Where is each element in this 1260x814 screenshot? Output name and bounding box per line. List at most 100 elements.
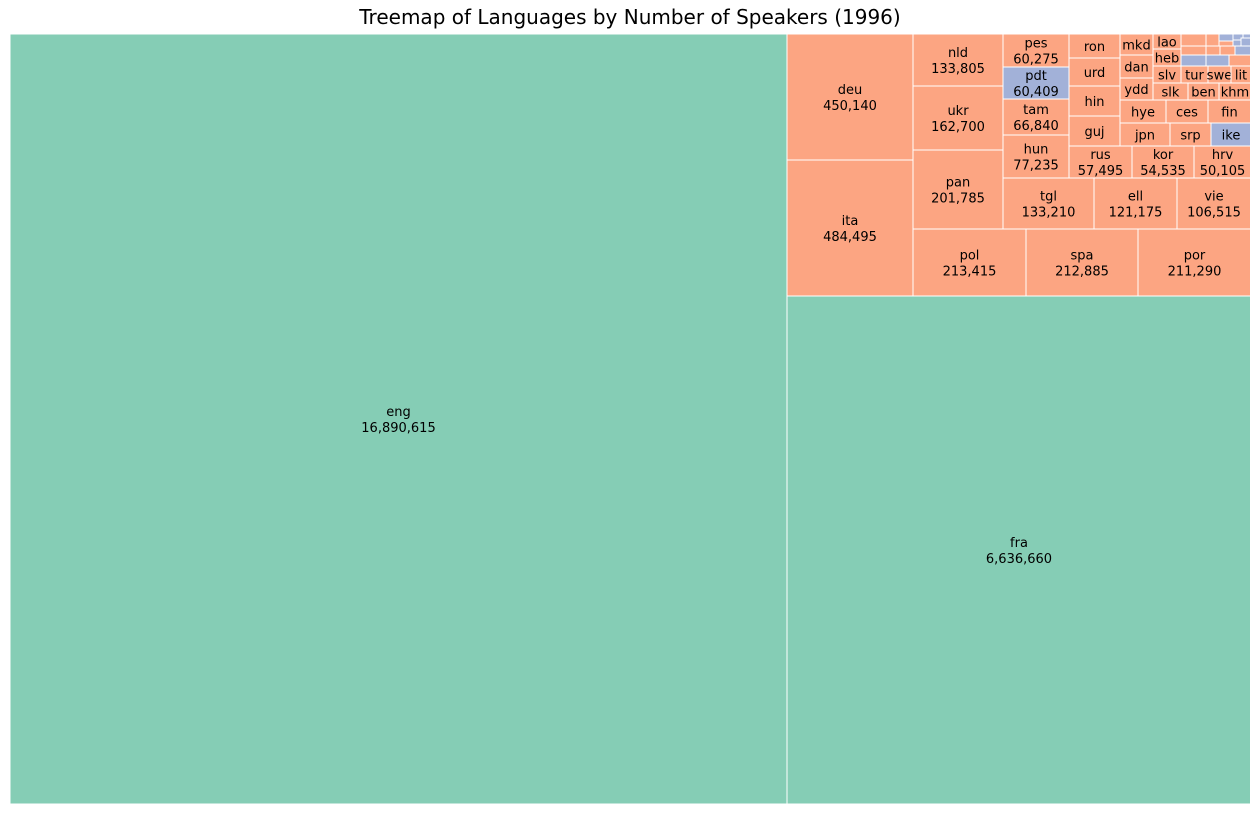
tile-label: tam (1023, 103, 1049, 118)
treemap-tile-unlabeled (1218, 34, 1234, 42)
treemap-tile-khm: khm (1218, 82, 1250, 101)
treemap-tile-ron: ron (1068, 34, 1121, 59)
tile-label: tgl (1040, 190, 1057, 205)
treemap-tile-jpn: jpn (1119, 122, 1171, 147)
treemap-tile-unlabeled (1205, 54, 1230, 67)
tile-label: tur (1185, 69, 1204, 84)
tile-value: 6,636,660 (986, 552, 1052, 567)
treemap-rect (912, 85, 1004, 151)
treemap-tile-unlabeled (1180, 45, 1207, 56)
treemap-rect (786, 34, 914, 161)
treemap-tile-hin: hin (1068, 85, 1121, 117)
treemap-rect (1137, 228, 1250, 297)
tile-label: ike (1222, 129, 1241, 144)
treemap-chart: eng16,890,615fra6,636,660deu450,140ita48… (10, 34, 1250, 804)
treemap-rect (10, 34, 788, 804)
tile-value: 213,415 (943, 265, 997, 280)
tile-label: khm (1221, 86, 1249, 101)
treemap-rect (1093, 177, 1178, 230)
treemap-tile-ydd: ydd (1119, 77, 1154, 101)
treemap-tile-heb: heb (1152, 48, 1182, 67)
chart-title: Treemap of Languages by Number of Speake… (359, 5, 901, 29)
tile-label: pdt (1025, 69, 1047, 84)
treemap-tile-unlabeled (1232, 39, 1242, 47)
tile-label: dan (1124, 61, 1148, 76)
treemap-tile-mkd: mkd (1119, 34, 1154, 56)
tile-label: srp (1180, 129, 1200, 144)
treemap-rect (1068, 34, 1121, 59)
treemap-rect (912, 149, 1004, 230)
tile-value: 50,105 (1200, 164, 1246, 179)
treemap-rect (1002, 34, 1070, 68)
tile-value: 121,175 (1109, 206, 1163, 221)
tile-label: ben (1191, 86, 1216, 101)
treemap-rect (912, 228, 1027, 297)
treemap-tile-unlabeled (1234, 45, 1250, 56)
tile-value: 106,515 (1187, 206, 1241, 221)
treemap-tile-unlabeled (1242, 34, 1250, 39)
treemap-tile-unlabeled (1219, 45, 1236, 56)
treemap-rect (1068, 57, 1121, 87)
treemap-rect (1002, 134, 1070, 179)
tile-label: fra (1010, 536, 1028, 551)
tile-value: 162,700 (931, 120, 985, 135)
tile-label: hin (1084, 95, 1104, 110)
tile-label: kor (1153, 148, 1174, 163)
tile-value: 77,235 (1013, 159, 1059, 174)
treemap-tile-ces: ces (1165, 99, 1209, 124)
treemap-tile-slv: slv (1152, 65, 1182, 84)
tile-value: 60,409 (1013, 85, 1059, 100)
tile-label: ron (1084, 40, 1105, 55)
treemap-tile-srp: srp (1169, 122, 1212, 147)
treemap-rect (1002, 98, 1070, 136)
tile-label: ces (1176, 106, 1198, 121)
tile-label: swe (1207, 69, 1232, 84)
tile-value: 54,535 (1140, 164, 1186, 179)
tile-label: spa (1071, 249, 1094, 264)
treemap-tile-dan: dan (1119, 54, 1154, 79)
treemap-tile-slk: slk (1152, 82, 1189, 101)
treemap-tile-unlabeled (1205, 34, 1220, 47)
treemap-tile-unlabeled (1180, 54, 1207, 67)
tile-label: guj (1084, 125, 1104, 140)
tile-value: 16,890,615 (361, 421, 435, 436)
tile-value: 133,805 (931, 62, 985, 77)
tile-label: rus (1090, 148, 1111, 163)
treemap-tile-unlabeled (1205, 45, 1221, 56)
tile-label: hye (1131, 106, 1155, 121)
tile-value: 133,210 (1022, 206, 1076, 221)
tile-label: lit (1235, 69, 1247, 84)
treemap-tile-unlabeled (1228, 54, 1250, 67)
tile-label: deu (838, 83, 863, 98)
tile-label: nld (948, 46, 968, 61)
tile-label: urd (1084, 66, 1106, 81)
treemap-tile-fin: fin (1207, 99, 1250, 124)
tile-label: ita (842, 214, 859, 229)
tile-label: lao (1157, 36, 1177, 51)
tile-label: mkd (1122, 39, 1150, 54)
tile-value: 66,840 (1013, 119, 1059, 134)
tile-label: ydd (1124, 83, 1148, 98)
treemap-tile-unlabeled (1180, 34, 1207, 47)
tile-value: 450,140 (823, 99, 877, 114)
tile-label: eng (386, 405, 411, 420)
tile-value: 57,495 (1078, 164, 1124, 179)
tile-label: ukr (947, 104, 969, 119)
tile-label: pes (1024, 37, 1047, 52)
tile-value: 212,885 (1055, 265, 1109, 280)
treemap-tile-lit: lit (1230, 65, 1250, 84)
tile-label: fin (1221, 106, 1237, 121)
treemap-tile-unlabeled (1240, 37, 1250, 47)
